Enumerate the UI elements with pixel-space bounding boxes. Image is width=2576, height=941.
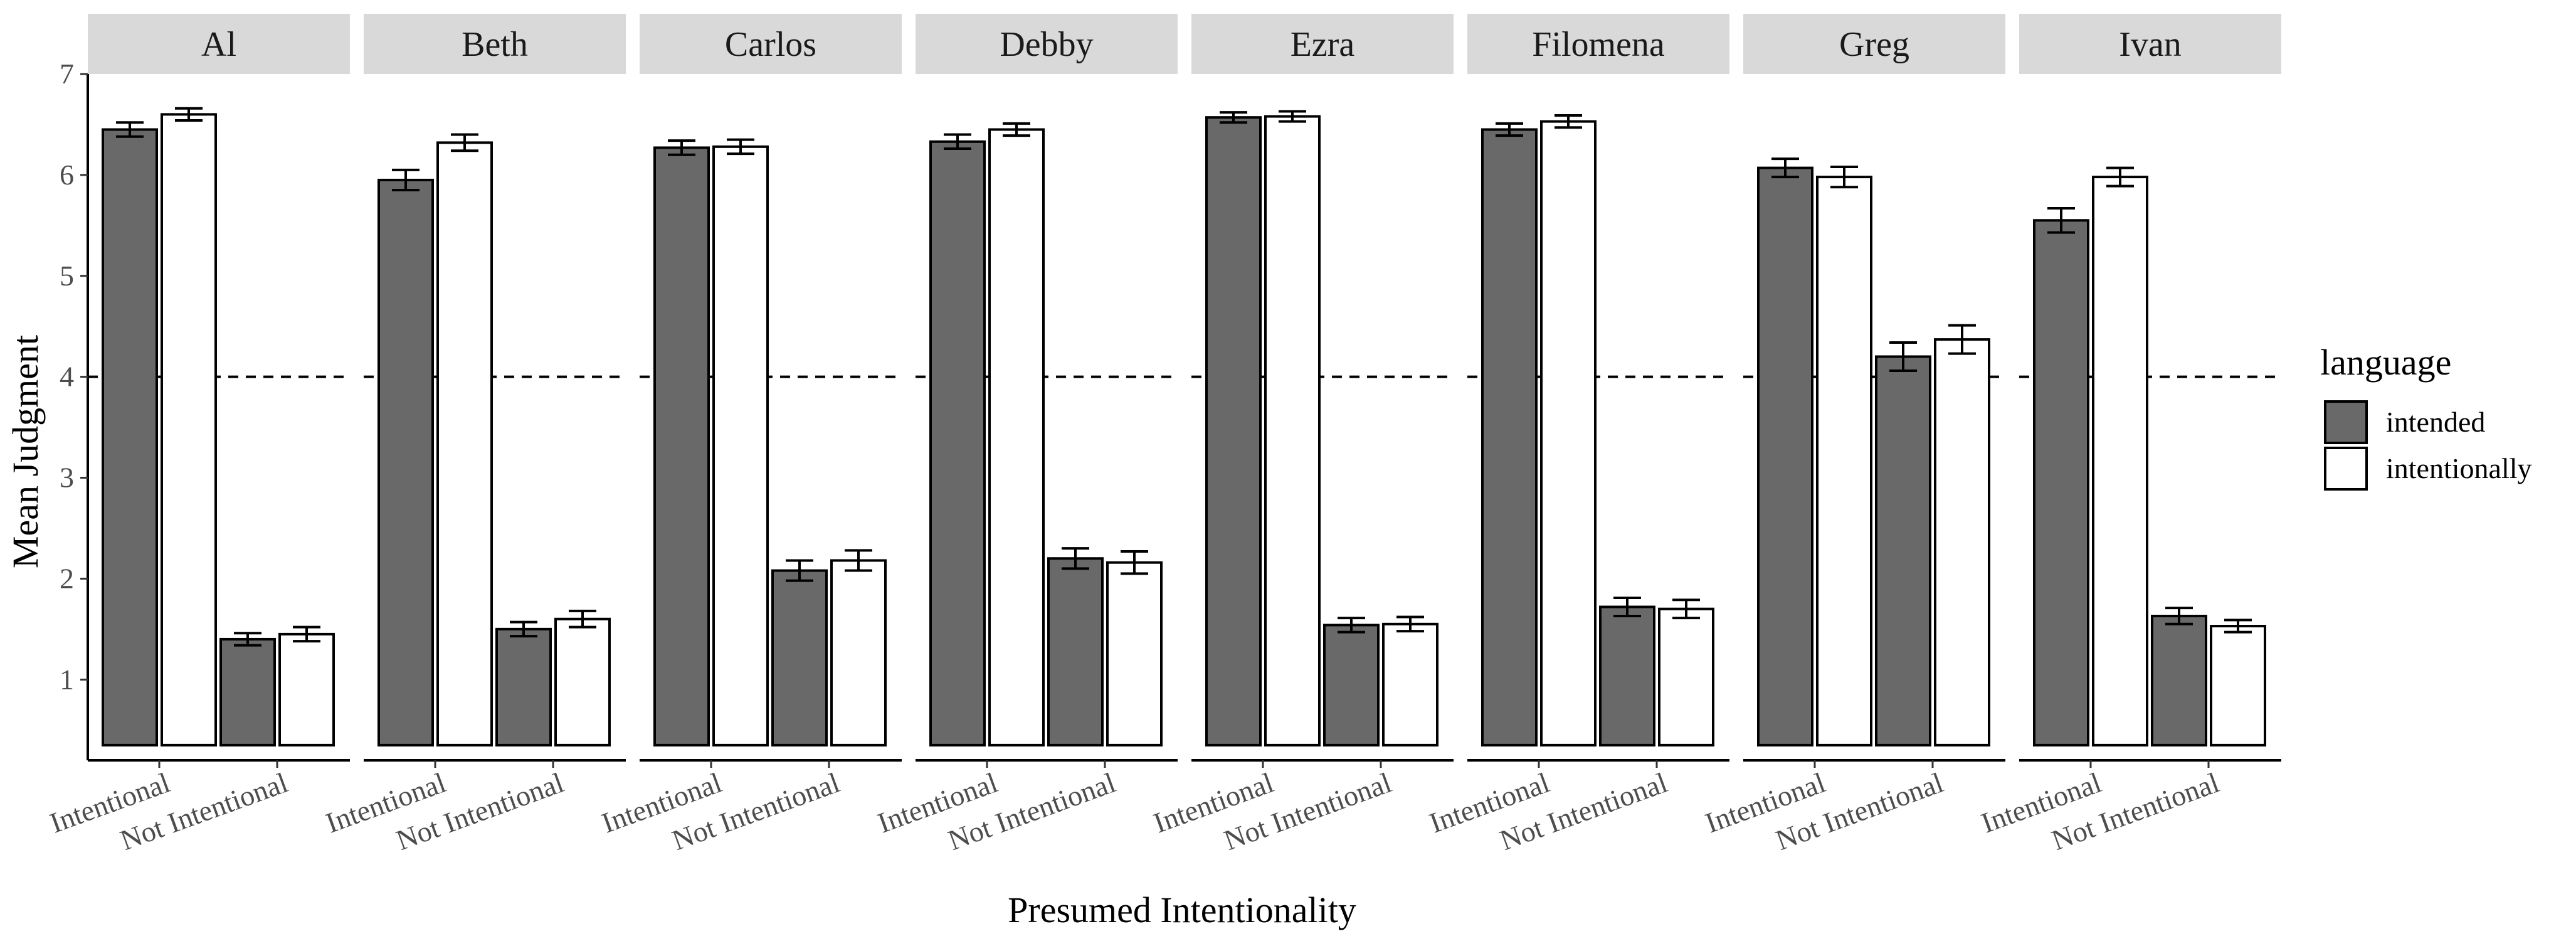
facet-strip xyxy=(88,14,350,74)
bar-intentionally xyxy=(554,617,611,747)
bar-intentionally xyxy=(1934,338,1990,747)
facet-strip-label: Carlos xyxy=(725,25,816,64)
y-tick-label: 4 xyxy=(60,361,74,393)
bar-intentionally xyxy=(1658,607,1714,747)
y-tick-label: 1 xyxy=(60,663,74,695)
facet-strip-label: Debby xyxy=(1000,25,1093,64)
y-tick-label: 3 xyxy=(60,462,74,494)
bar-intentionally xyxy=(1106,561,1163,747)
bar-intentionally xyxy=(2092,176,2148,747)
y-tick-label: 7 xyxy=(60,58,74,90)
bar-intended xyxy=(1323,624,1380,747)
y-tick-label: 2 xyxy=(60,562,74,594)
bar-intended xyxy=(2033,219,2089,747)
bar-intentionally xyxy=(1382,622,1438,747)
facet-strip xyxy=(1191,14,1454,74)
bar-intended xyxy=(495,627,552,747)
legend-key-intentionally xyxy=(2324,447,2368,491)
bar-intended xyxy=(653,146,710,747)
bar-intended xyxy=(1481,128,1538,747)
legend: language intended intentionally xyxy=(2320,342,2532,491)
bar-intended xyxy=(771,569,828,747)
bar-intentionally xyxy=(1264,115,1321,747)
bar-intentionally xyxy=(712,145,769,747)
bar-intended xyxy=(377,178,434,747)
bar-intended xyxy=(2151,614,2207,747)
y-axis: 1 2 3 4 5 6 7 xyxy=(60,58,89,760)
facet-strip-label: Al xyxy=(201,25,236,64)
bar-intended xyxy=(1599,605,1655,747)
y-axis-title: Mean Judgment xyxy=(5,335,46,568)
bar-intentionally xyxy=(1816,176,1872,747)
y-tick-label: 6 xyxy=(60,159,74,191)
bar-intended xyxy=(102,128,158,747)
bar-intended xyxy=(1047,557,1104,747)
bar-intentionally xyxy=(1540,120,1597,747)
bar-intentionally xyxy=(988,128,1045,747)
y-tick-label: 5 xyxy=(60,260,74,292)
bar-intended xyxy=(219,637,276,747)
bar-intentionally xyxy=(830,559,887,747)
legend-label-intentionally: intentionally xyxy=(2386,452,2532,484)
facet-strip-label: Ezra xyxy=(1291,25,1355,64)
facet-strip xyxy=(364,14,626,74)
facet-strip-label: Filomena xyxy=(1532,25,1665,64)
facet-strip xyxy=(1743,14,2005,74)
bar-intentionally xyxy=(2210,625,2266,747)
bar-intentionally xyxy=(278,632,335,747)
facet-strip-label: Beth xyxy=(462,25,528,64)
facet-strip-label: Greg xyxy=(1839,25,1909,64)
legend-key-intended xyxy=(2324,400,2368,444)
legend-title: language xyxy=(2320,342,2451,383)
facet-strip xyxy=(1467,14,1729,74)
bar-intended xyxy=(1757,166,1813,747)
bar-intentionally xyxy=(161,113,217,747)
facet-strip xyxy=(2019,14,2281,74)
x-axis-title: Presumed Intentionality xyxy=(1008,890,1356,930)
bar-intentionally xyxy=(436,141,493,747)
bar-intended xyxy=(1205,116,1262,747)
legend-label-intended: intended xyxy=(2386,406,2485,438)
facet-strip-label: Ivan xyxy=(2119,25,2182,64)
facet-strip xyxy=(640,14,902,74)
bar-intended xyxy=(929,140,986,747)
facet-strip xyxy=(916,14,1178,74)
bar-intended xyxy=(1875,355,1931,747)
